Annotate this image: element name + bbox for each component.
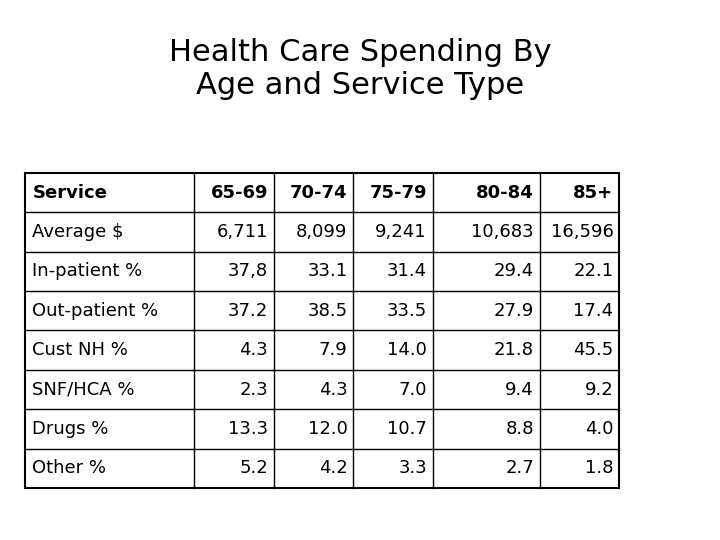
Text: 4.3: 4.3 <box>319 381 348 399</box>
Text: 31.4: 31.4 <box>387 262 427 280</box>
Text: 4.3: 4.3 <box>239 341 268 359</box>
Text: 7.9: 7.9 <box>319 341 348 359</box>
Text: 6,711: 6,711 <box>217 223 268 241</box>
Text: 12.0: 12.0 <box>307 420 348 438</box>
Text: Drugs %: Drugs % <box>32 420 109 438</box>
Text: 38.5: 38.5 <box>307 302 348 320</box>
Text: 9.4: 9.4 <box>505 381 534 399</box>
Text: 75-79: 75-79 <box>369 184 427 201</box>
Text: Out-patient %: Out-patient % <box>32 302 158 320</box>
Text: 9,241: 9,241 <box>375 223 427 241</box>
Text: 2.3: 2.3 <box>239 381 268 399</box>
Text: 8,099: 8,099 <box>296 223 348 241</box>
Text: 65-69: 65-69 <box>210 184 268 201</box>
Text: 1.8: 1.8 <box>585 460 613 477</box>
Text: 33.5: 33.5 <box>387 302 427 320</box>
Text: SNF/HCA %: SNF/HCA % <box>32 381 135 399</box>
Bar <box>25 173 619 488</box>
Text: 22.1: 22.1 <box>573 262 613 280</box>
Text: 16,596: 16,596 <box>551 223 613 241</box>
Text: 80-84: 80-84 <box>476 184 534 201</box>
Text: 8.8: 8.8 <box>505 420 534 438</box>
Text: 45.5: 45.5 <box>573 341 613 359</box>
Text: 4.2: 4.2 <box>319 460 348 477</box>
Text: Average $: Average $ <box>32 223 124 241</box>
Text: 9.2: 9.2 <box>585 381 613 399</box>
Text: 85+: 85+ <box>573 184 613 201</box>
Text: 2.7: 2.7 <box>505 460 534 477</box>
Text: 33.1: 33.1 <box>307 262 348 280</box>
Text: Other %: Other % <box>32 460 107 477</box>
Text: 10.7: 10.7 <box>387 420 427 438</box>
Text: 17.4: 17.4 <box>573 302 613 320</box>
Text: 10,683: 10,683 <box>472 223 534 241</box>
Text: 14.0: 14.0 <box>387 341 427 359</box>
Text: 4.0: 4.0 <box>585 420 613 438</box>
Text: In-patient %: In-patient % <box>32 262 143 280</box>
Text: 7.0: 7.0 <box>398 381 427 399</box>
Text: 37.2: 37.2 <box>228 302 268 320</box>
Text: Cust NH %: Cust NH % <box>32 341 128 359</box>
Text: 29.4: 29.4 <box>494 262 534 280</box>
Text: Health Care Spending By
Age and Service Type: Health Care Spending By Age and Service … <box>168 38 552 100</box>
Text: 5.2: 5.2 <box>239 460 268 477</box>
Text: 27.9: 27.9 <box>494 302 534 320</box>
Text: 13.3: 13.3 <box>228 420 268 438</box>
Text: 21.8: 21.8 <box>494 341 534 359</box>
Text: 37,8: 37,8 <box>228 262 268 280</box>
Text: 3.3: 3.3 <box>398 460 427 477</box>
Text: 70-74: 70-74 <box>290 184 348 201</box>
Text: Service: Service <box>32 184 107 201</box>
